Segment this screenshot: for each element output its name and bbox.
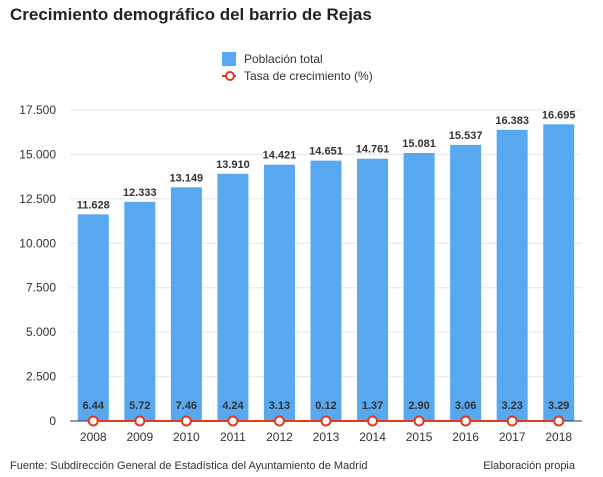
growth-rate-point[interactable] [506, 415, 518, 427]
growth-rate-point[interactable] [273, 415, 285, 427]
bar-value-label: 14.761 [356, 144, 390, 156]
growth-rate-label: 3.29 [548, 400, 569, 412]
growth-rate-point[interactable] [227, 415, 239, 427]
growth-rate-label: 3.13 [269, 400, 290, 412]
growth-rate-label: 6.44 [83, 400, 105, 412]
growth-rate-label: 1.37 [362, 400, 383, 412]
chart-title: Crecimiento demográfico del barrio de Re… [10, 5, 372, 24]
bar[interactable] [543, 124, 575, 421]
y-tick-label: 5.000 [26, 325, 56, 339]
growth-rate-label: 3.23 [501, 400, 522, 412]
bar[interactable] [77, 214, 109, 421]
growth-rate-point[interactable] [460, 415, 472, 427]
growth-rate-point[interactable] [367, 415, 379, 427]
legend-item-tasa[interactable]: Tasa de crecimiento (%) [222, 67, 373, 84]
growth-rate-point[interactable] [553, 415, 565, 427]
bar[interactable] [496, 129, 528, 421]
bar[interactable] [310, 160, 342, 421]
x-tick-label: 2011 [220, 430, 246, 444]
bar[interactable] [124, 201, 156, 421]
bar-value-label: 12.333 [123, 187, 157, 199]
legend-label-poblacion: Población total [244, 51, 323, 66]
x-tick-label: 2009 [126, 430, 153, 444]
bar[interactable] [403, 152, 435, 422]
bar-value-label: 15.537 [449, 130, 483, 142]
legend-swatch-line [222, 69, 236, 83]
growth-rate-label: 7.46 [176, 400, 197, 412]
y-tick-label: 12.500 [19, 192, 56, 206]
source-note: Fuente: Subdirección General de Estadíst… [10, 460, 368, 472]
x-tick-label: 2017 [499, 430, 526, 444]
y-tick-label: 10.000 [19, 236, 56, 250]
bar[interactable] [450, 144, 482, 421]
y-tick-label: 2.500 [26, 370, 56, 384]
growth-rate-label: 4.24 [222, 400, 244, 412]
bar-value-label: 14.421 [263, 150, 297, 162]
bar-value-label: 14.651 [309, 146, 343, 158]
x-tick-label: 2010 [173, 430, 200, 444]
y-tick-label: 7.500 [26, 281, 56, 295]
x-tick-label: 2012 [266, 430, 293, 444]
growth-rate-label: 0.12 [315, 400, 336, 412]
y-tick-label: 0 [49, 414, 56, 428]
growth-rate-point[interactable] [87, 415, 99, 427]
growth-rate-point[interactable] [413, 415, 425, 427]
x-tick-label: 2014 [359, 430, 386, 444]
bar-value-label: 16.383 [495, 115, 529, 127]
bar-value-label: 13.149 [170, 172, 204, 184]
bar-value-label: 16.695 [542, 109, 576, 121]
bar[interactable] [217, 173, 249, 421]
growth-rate-label: 3.06 [455, 400, 476, 412]
y-tick-label: 15.000 [19, 147, 56, 161]
chart-legend: Población total Tasa de crecimiento (%) [222, 50, 373, 84]
bar[interactable] [170, 187, 202, 421]
growth-rate-point[interactable] [320, 415, 332, 427]
growth-rate-label: 5.72 [129, 400, 150, 412]
x-tick-label: 2008 [80, 430, 107, 444]
legend-item-poblacion[interactable]: Población total [222, 50, 373, 67]
growth-rate-label: 2.90 [408, 400, 429, 412]
x-tick-label: 2018 [545, 430, 572, 444]
x-tick-label: 2013 [313, 430, 340, 444]
x-tick-label: 2016 [452, 430, 479, 444]
bar-value-label: 15.081 [402, 138, 436, 150]
bar-value-label: 11.628 [77, 199, 110, 211]
y-tick-label: 17.500 [19, 103, 56, 117]
growth-rate-point[interactable] [180, 415, 192, 427]
legend-swatch-bar [222, 51, 236, 66]
x-tick-label: 2015 [406, 430, 433, 444]
bar-value-label: 13.910 [216, 159, 250, 171]
bar[interactable] [357, 158, 389, 421]
legend-label-tasa: Tasa de crecimiento (%) [244, 68, 373, 83]
growth-rate-point[interactable] [134, 415, 146, 427]
credit-note: Elaboración propia [483, 460, 575, 472]
bar[interactable] [263, 164, 295, 421]
